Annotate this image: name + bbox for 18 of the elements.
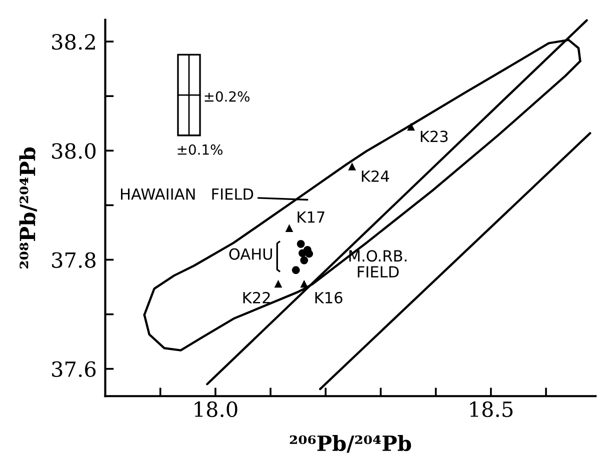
annotation: ±0.2% <box>204 91 250 102</box>
x-axis-title: ²⁰⁶Pb/²⁰⁴Pb <box>290 435 412 453</box>
y-tick-label: 37.6 <box>52 361 96 378</box>
y-tick-label: 38.0 <box>52 143 96 159</box>
y-tick-label: 37.8 <box>52 252 96 268</box>
data-label: K16 <box>315 292 342 304</box>
x-tick-label: 18.5 <box>470 401 513 418</box>
annotation: HAWAIIAN FIELD <box>121 188 254 200</box>
y-tick-label: 38.2 <box>52 34 95 50</box>
data-label: K22 <box>243 292 270 304</box>
y-axis-title: ²⁰⁸Pb/²⁰⁴Pb <box>19 147 38 268</box>
data-label: K24 <box>362 170 390 182</box>
x-tick-label: 18.0 <box>194 401 238 418</box>
data-label: K17 <box>298 211 324 223</box>
annotation: OAHU <box>229 248 272 260</box>
data-label: K23 <box>420 130 448 142</box>
annotation: ±0.1% <box>178 144 222 155</box>
annotation: M.O.RB. FIELD <box>349 250 406 278</box>
